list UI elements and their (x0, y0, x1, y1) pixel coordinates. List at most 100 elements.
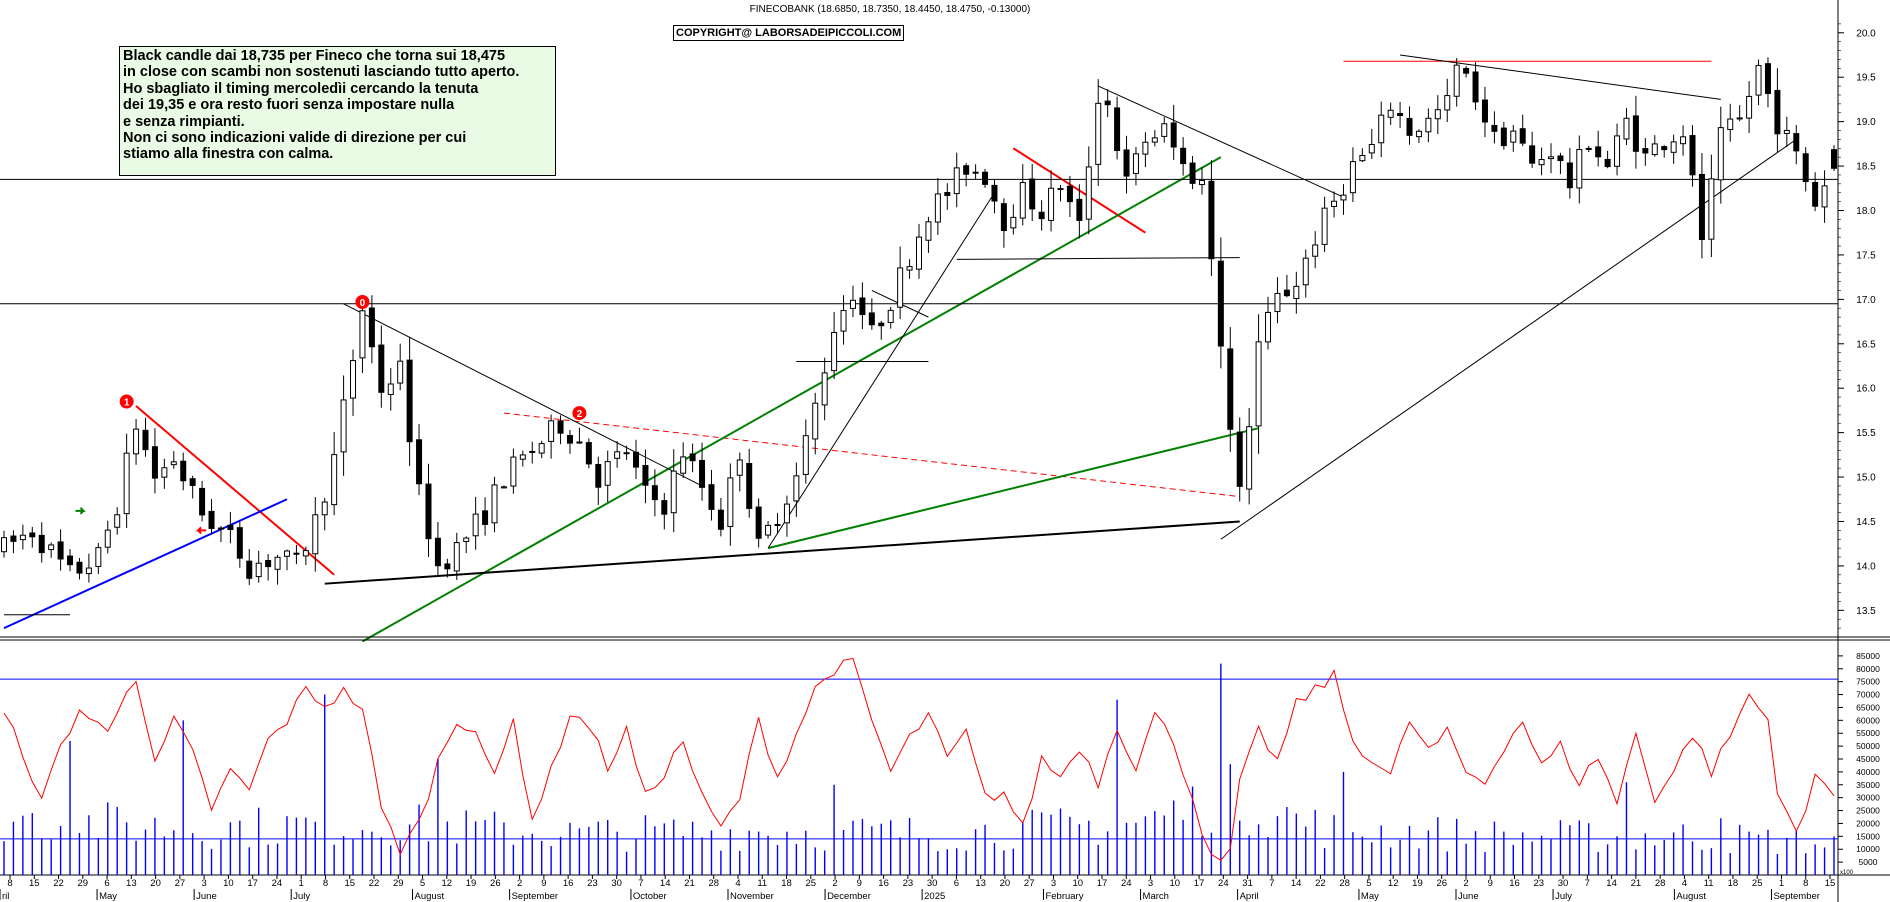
candle-body (1321, 207, 1328, 245)
candle-body (1208, 180, 1215, 260)
candle-body (1170, 122, 1177, 148)
candle-body (557, 420, 564, 434)
candle-body (1632, 115, 1639, 152)
candle-body (1604, 158, 1611, 168)
candle-body (1425, 117, 1432, 133)
candle-body (963, 165, 970, 175)
candle-body (95, 547, 102, 567)
black-trendline (1098, 85, 1344, 198)
wave-markers: 1 0 2 (75, 295, 587, 535)
commentary-line: stiamo alla finestra con calma. (123, 146, 334, 163)
candle-body (859, 297, 866, 316)
candle-body (916, 236, 922, 270)
date-tick-label: 3 (1051, 878, 1056, 889)
volume-tick-label: 20000 (1856, 818, 1880, 828)
date-tick-label: 2 (832, 878, 837, 889)
date-tick-label: 7 (1269, 878, 1274, 889)
month-label: September (512, 891, 558, 902)
green-trendline (767, 427, 1259, 550)
month-label: August (1676, 891, 1706, 902)
candle-body (699, 459, 706, 488)
volume-tick-label: 15000 (1856, 831, 1880, 841)
candle-body (265, 560, 272, 568)
month-label: December (827, 891, 871, 902)
candle-body (1755, 65, 1762, 96)
candle-body (1717, 127, 1724, 181)
candle-body (991, 184, 998, 202)
candle-body (1038, 211, 1045, 220)
candle-body (576, 441, 583, 444)
date-tick-label: 10 (1072, 878, 1083, 889)
month-label: June (1458, 891, 1479, 902)
volume-tick-label: 30000 (1856, 793, 1880, 803)
candle-body (67, 555, 74, 566)
date-tick-label: 25 (806, 878, 817, 889)
month-label: September (1773, 891, 1819, 902)
date-tick-label: 29 (393, 878, 404, 889)
candle-body (1406, 117, 1413, 136)
volume-tick-label: 60000 (1856, 715, 1880, 725)
date-tick-label: 12 (442, 878, 453, 889)
commentary-line: Black candle dai 18,735 per Fineco che t… (123, 48, 506, 64)
date-tick-label: 22 (1315, 878, 1326, 889)
candle-body (283, 550, 290, 557)
candle-body (595, 464, 602, 488)
candle-body (623, 452, 630, 455)
date-tick-label: 19 (466, 878, 477, 889)
volume-axis: 5000 10000 15000 20000 25000 30000 35000 40000 4… (1838, 651, 1880, 876)
month-label: May (1361, 891, 1379, 902)
date-tick-label: 3 (1148, 878, 1153, 889)
candle-body (368, 307, 375, 348)
candle-body (849, 299, 856, 309)
price-tick-label: 20.0 (1856, 28, 1876, 39)
date-tick-label: 10 (223, 878, 234, 889)
candle-body (1538, 159, 1545, 166)
candle-body (19, 534, 26, 541)
date-tick-label: 8 (7, 878, 12, 889)
candle-body (793, 475, 800, 502)
candle-body (1349, 161, 1356, 194)
candle-body (416, 439, 423, 485)
candle-body (765, 524, 772, 536)
candle-body (1114, 107, 1121, 152)
commentary-line: Ho sbagliato il timing mercoledìi cercan… (123, 80, 479, 97)
date-tick-label: 12 (1388, 878, 1399, 889)
volume-tick-label: 5000 (1859, 857, 1878, 867)
candle-body (1463, 67, 1470, 74)
candle-body (170, 461, 177, 466)
date-tick-label: 29 (78, 878, 89, 889)
date-tick-label: 22 (53, 878, 64, 889)
candle-body (661, 500, 668, 515)
price-tick-label: 13.5 (1856, 606, 1876, 617)
candle-body (651, 485, 658, 501)
date-tick-label: 14 (660, 878, 671, 889)
candle-body (1774, 89, 1781, 135)
date-tick-label: 11 (1704, 878, 1714, 889)
candle-body (680, 456, 687, 474)
candle-body (1085, 166, 1092, 220)
candle-body (953, 167, 960, 195)
volume-tick-label: 65000 (1856, 702, 1880, 712)
candle-body (1548, 156, 1555, 160)
price-tick-label: 19.5 (1856, 73, 1876, 84)
candle-body (1642, 148, 1649, 154)
candle-body (104, 529, 111, 548)
date-tick-label: 9 (541, 878, 546, 889)
date-tick-label: 4 (735, 878, 740, 889)
candle-body (1151, 137, 1158, 143)
candle-body (1331, 200, 1338, 207)
candle-body (1453, 64, 1460, 97)
candle-body (48, 544, 55, 551)
candle-body (350, 360, 357, 399)
candle-body (38, 534, 45, 554)
date-tick-label: 28 (1339, 878, 1350, 889)
date-tick-label: 13 (975, 878, 986, 889)
candle-body (925, 221, 932, 241)
candle-body (934, 193, 941, 223)
date-tick-label: 20 (1000, 878, 1011, 889)
candle-body (1019, 182, 1026, 219)
price-tick-label: 15.5 (1856, 428, 1876, 439)
volume-tick-label: 50000 (1856, 741, 1880, 751)
candle-body (1595, 146, 1602, 158)
price-tick-label: 14.5 (1856, 517, 1876, 528)
